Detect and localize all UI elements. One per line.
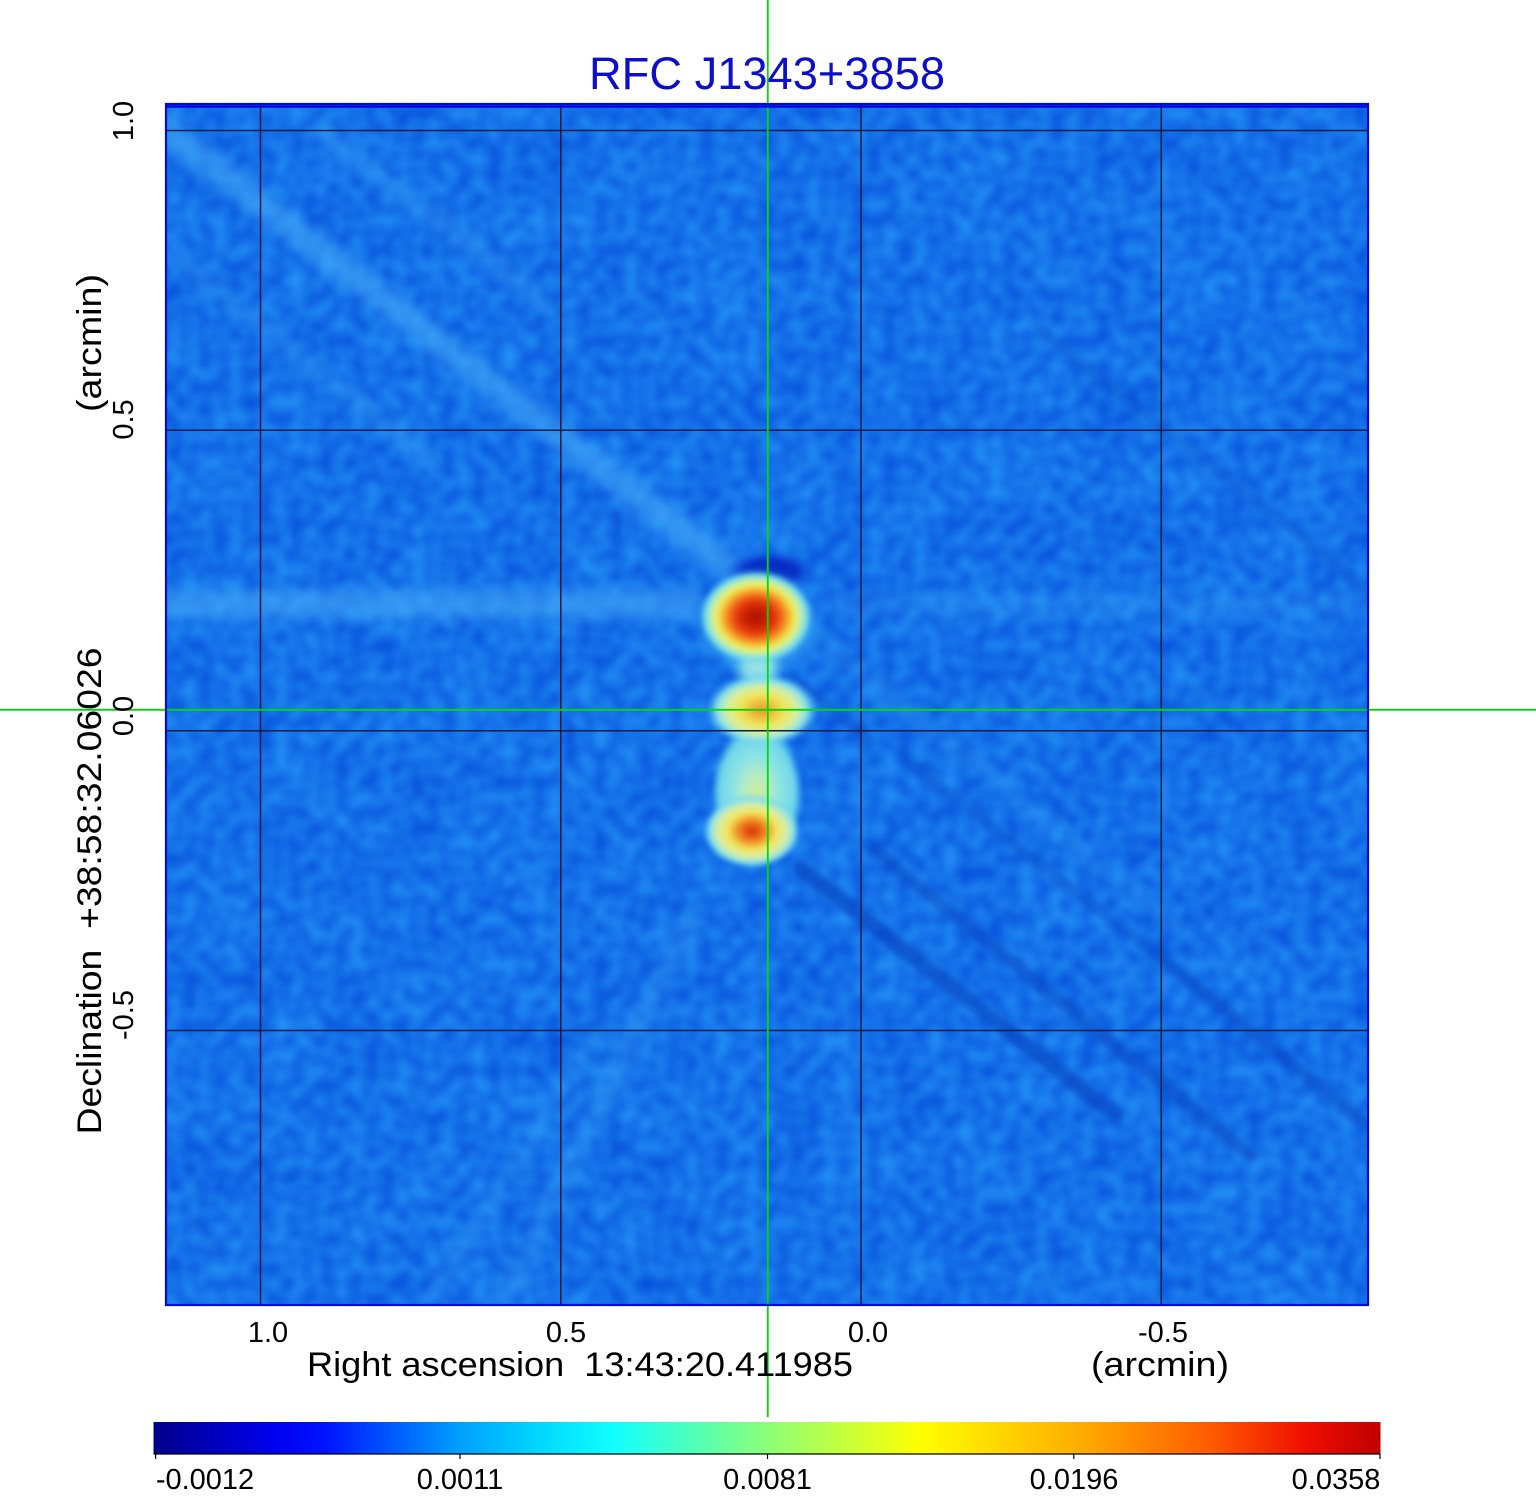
svg-text:-0.0012: -0.0012 xyxy=(156,1464,254,1496)
svg-text:-0.5: -0.5 xyxy=(108,990,140,1040)
svg-text:(arcmin): (arcmin) xyxy=(1091,1346,1229,1384)
svg-text:0.5: 0.5 xyxy=(546,1317,586,1349)
svg-text:0.5: 0.5 xyxy=(108,399,140,439)
svg-text:-0.5: -0.5 xyxy=(1138,1317,1188,1349)
svg-text:0.0358: 0.0358 xyxy=(1292,1464,1381,1496)
svg-text:Right ascension 13:43:20.4119: Right ascension 13:43:20.411985 xyxy=(307,1346,853,1384)
svg-text:(arcmin): (arcmin) xyxy=(71,274,109,412)
svg-text:0.0081: 0.0081 xyxy=(723,1464,812,1496)
svg-text:0.0196: 0.0196 xyxy=(1030,1464,1119,1496)
svg-text:0.0011: 0.0011 xyxy=(417,1464,504,1496)
svg-text:1.0: 1.0 xyxy=(248,1317,288,1349)
svg-text:RFC J1343+3858: RFC J1343+3858 xyxy=(589,48,945,99)
svg-text:1.0: 1.0 xyxy=(108,101,140,141)
svg-text:0.0: 0.0 xyxy=(848,1317,888,1349)
svg-text:0.0: 0.0 xyxy=(108,696,140,736)
svg-text:Declination +38:58:32.06026: Declination +38:58:32.06026 xyxy=(71,648,109,1135)
